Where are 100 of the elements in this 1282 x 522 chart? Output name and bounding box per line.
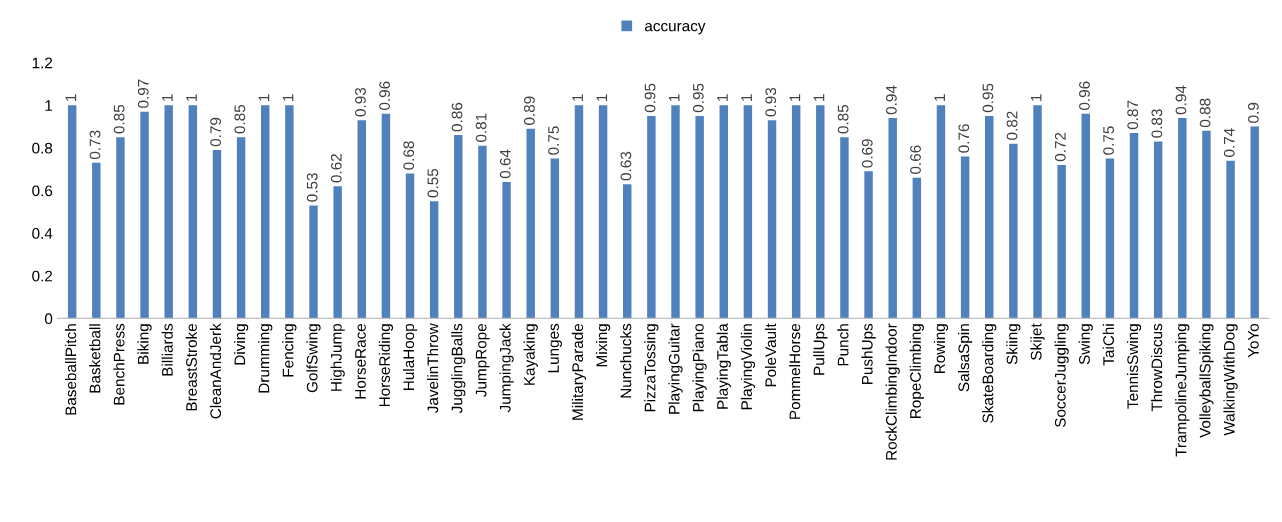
x-tick-label: Biking <box>137 324 152 364</box>
bar <box>1033 105 1042 319</box>
bar <box>67 105 77 319</box>
bar <box>671 105 680 319</box>
x-tick-label: PizzaTossing <box>644 324 659 412</box>
x-tick-label: Punch <box>837 324 849 366</box>
x-tick-label: Diving <box>233 324 249 365</box>
data-label: 0.69 <box>861 139 873 168</box>
data-label: 0.72 <box>1054 132 1066 162</box>
bar <box>261 105 270 319</box>
data-label: 0.96 <box>1079 81 1090 110</box>
y-tick-label: 0.2 <box>32 270 53 282</box>
bar <box>767 120 777 319</box>
data-label: 0.66 <box>910 145 921 174</box>
x-tick-label: Lunges <box>548 323 562 373</box>
x-tick-label: Kayaking <box>523 324 538 385</box>
y-tick-label: 0.4 <box>32 228 53 239</box>
data-label: 0.94 <box>1175 85 1187 115</box>
bar <box>381 113 391 319</box>
bar <box>188 105 198 319</box>
data-label: 0.55 <box>427 168 439 198</box>
bar <box>598 105 608 319</box>
bar <box>623 184 632 319</box>
bar <box>985 115 994 319</box>
x-tick-label: PlayingTabla <box>716 323 731 409</box>
x-tick-label: JugglingBalls <box>451 323 466 414</box>
bar <box>840 137 849 319</box>
data-label: 0.87 <box>1127 100 1139 130</box>
bar <box>791 105 801 319</box>
bar <box>888 118 897 319</box>
x-tick-label: Drumming <box>258 324 273 393</box>
bar <box>1178 118 1187 319</box>
data-label: 0.95 <box>982 83 994 113</box>
x-tick-label: SoccerJuggling <box>1054 324 1069 428</box>
bar <box>1153 141 1163 319</box>
bar <box>574 105 584 319</box>
bar <box>936 105 946 319</box>
data-label: 0.97 <box>137 79 149 108</box>
data-label: 1 <box>186 94 197 101</box>
x-tick-label: Nunchucks <box>620 323 632 398</box>
data-label: 0.85 <box>837 104 849 134</box>
bar <box>1057 164 1066 319</box>
bar <box>526 128 535 319</box>
x-tick-label: GolfSwing <box>306 324 321 393</box>
x-tick-label: Skiing <box>1006 324 1021 365</box>
data-label: 1 <box>934 94 945 101</box>
y-tick-label: 1.2 <box>32 57 53 69</box>
data-label: 0.85 <box>113 104 125 134</box>
bar <box>116 137 125 319</box>
bar <box>1105 158 1115 319</box>
bar <box>212 150 222 319</box>
data-label: 0.75 <box>1103 126 1114 155</box>
data-label: 1 <box>813 94 825 101</box>
legend-label: accuracy <box>644 22 706 35</box>
data-label: 0.95 <box>692 83 704 113</box>
bar <box>140 111 149 319</box>
x-tick-label: JavelinThrow <box>427 323 439 414</box>
x-tick-label: PushUps <box>861 323 876 385</box>
bar <box>550 158 560 319</box>
x-tick-label: SalsaSpin <box>957 324 973 392</box>
data-label: 1 <box>258 94 270 101</box>
bar <box>960 156 970 319</box>
bar <box>405 173 415 319</box>
data-label: 1 <box>741 94 752 101</box>
y-tick-label: 1 <box>45 100 53 111</box>
x-tick-label: Rowing <box>933 324 949 373</box>
x-tick-label: PlayingPiano <box>692 323 707 412</box>
bar <box>92 162 101 319</box>
data-label: 1 <box>596 94 608 101</box>
data-label: 0.88 <box>1199 98 1211 128</box>
bar <box>236 137 246 319</box>
x-tick-label: TennisSwing <box>1126 324 1142 409</box>
bar <box>1202 130 1211 319</box>
x-tick-label: PommelHorse <box>789 323 801 419</box>
x-tick-label: SkateBoarding <box>982 324 997 423</box>
bar <box>357 120 366 319</box>
data-label: 0.76 <box>958 124 970 153</box>
data-label: 0.53 <box>306 173 318 202</box>
y-tick-label: 0.8 <box>32 142 53 154</box>
x-tick-label: Swing <box>1078 324 1093 365</box>
x-tick-label: ThrowDiscus <box>1151 323 1163 412</box>
x-tick-label: Mixing <box>595 324 611 367</box>
y-tick-label: 0 <box>44 313 53 325</box>
data-label: 0.68 <box>403 141 415 170</box>
data-label: 0.96 <box>379 81 390 110</box>
data-label: 0.79 <box>210 117 222 147</box>
bar <box>502 182 511 319</box>
x-tick-label: Billiards <box>161 323 173 376</box>
data-label: 0.64 <box>499 149 511 179</box>
data-label: 0.93 <box>765 87 777 117</box>
x-tick-label: Basketball <box>89 324 101 393</box>
x-tick-label: JumpingJack <box>499 323 514 413</box>
data-label: 0.82 <box>1006 111 1018 140</box>
bar <box>816 105 825 319</box>
x-tick-label: RopeClimbing <box>909 324 924 418</box>
bar <box>285 105 294 319</box>
data-label: 0.95 <box>644 83 656 113</box>
bar <box>743 105 753 319</box>
x-tick-label: BaseballPitch <box>65 324 77 415</box>
bar <box>1009 143 1018 319</box>
